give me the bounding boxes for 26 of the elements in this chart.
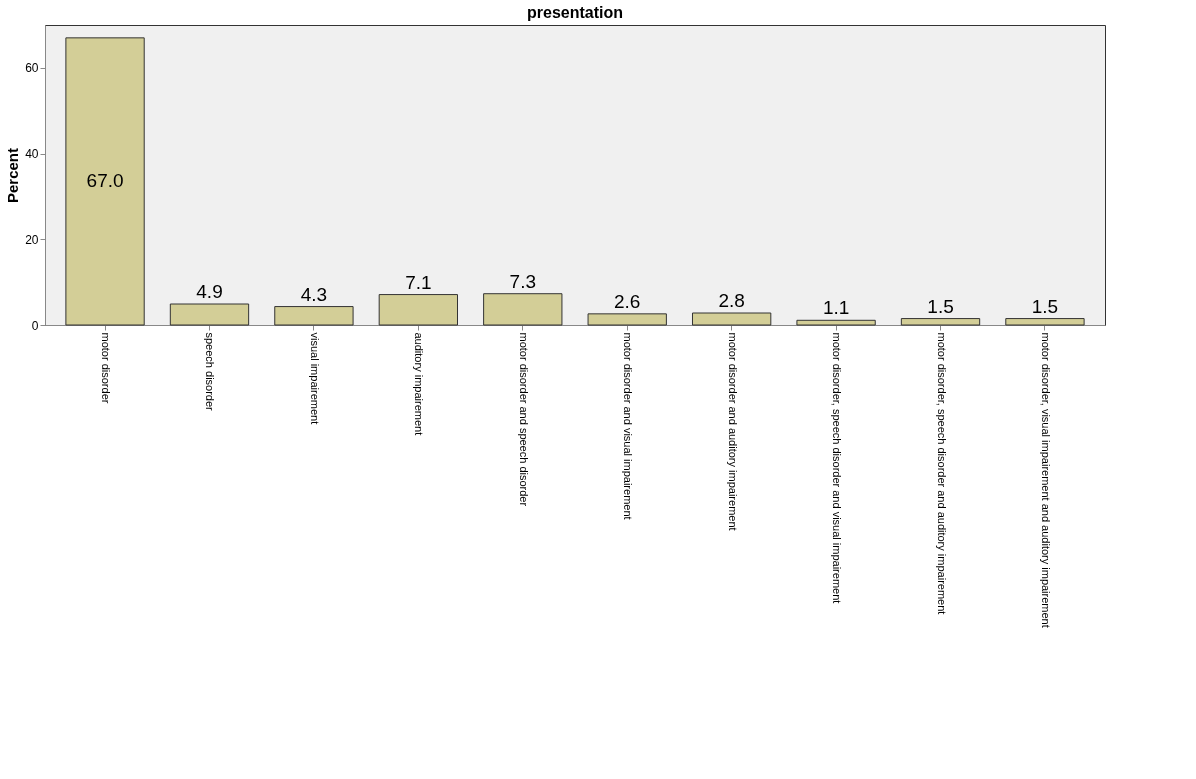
x-tick-label: motor disorder and speech disorder [517, 332, 530, 507]
data-label: 67.0 [86, 170, 124, 192]
x-tick-label: motor disorder and auditory impairement [726, 332, 739, 531]
y-tick-label: 0 [31, 318, 39, 333]
data-label: 4.9 [196, 281, 223, 302]
data-label: 7.1 [405, 271, 432, 293]
x-tick-label: motor disorder [100, 332, 113, 404]
x-tick-label: speech disorder [204, 332, 217, 412]
x-tick-label: motor disorder, speech disorder and auditory impairement [935, 332, 948, 615]
data-label: 2.8 [718, 290, 745, 311]
data-label: 7.3 [509, 270, 536, 292]
x-tick-label: motor disorder, visual impairement and auditory impairement [1039, 332, 1052, 628]
data-label: 1.5 [927, 295, 954, 317]
data-label: 1.1 [822, 297, 850, 319]
y-tick-label: 60 [25, 61, 39, 76]
x-tick-label: motor disorder and visual impairement [622, 332, 635, 520]
data-label: 4.3 [300, 283, 328, 305]
x-tick-label: visual impairement [308, 332, 321, 425]
x-tick-label: auditory impairement [413, 332, 426, 436]
y-axis-title: Percent [4, 147, 22, 204]
x-tick-label: motor disorder, speech disorder and visual impairement [831, 332, 844, 604]
y-tick-label: 40 [25, 147, 39, 162]
data-label: 1.5 [1031, 295, 1059, 317]
y-tick-label: 20 [25, 232, 39, 247]
chart-title: presentation [526, 4, 624, 21]
data-label: 2.6 [614, 290, 641, 312]
